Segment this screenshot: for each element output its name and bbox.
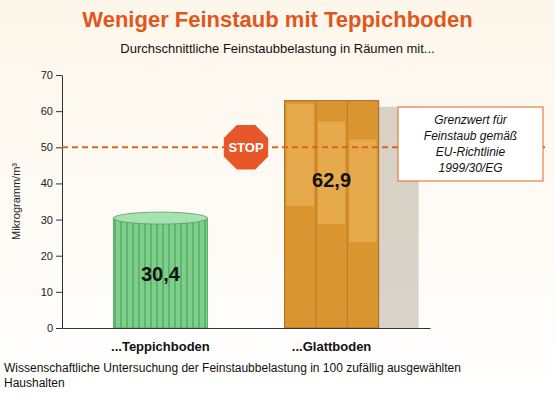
x-tick-label: ...Teppichboden bbox=[111, 339, 210, 354]
y-axis-line bbox=[62, 76, 63, 329]
y-tick-mark bbox=[56, 328, 62, 329]
y-tick: 0 bbox=[47, 322, 62, 334]
y-tick-mark bbox=[56, 183, 62, 184]
y-tick-label: 40 bbox=[41, 177, 53, 189]
y-tick-label: 20 bbox=[41, 250, 53, 262]
data-label: 30,4 bbox=[141, 263, 181, 285]
y-tick: 40 bbox=[41, 177, 62, 189]
bar bbox=[113, 218, 207, 328]
wood-seam bbox=[284, 101, 285, 328]
x-tick: ...Teppichboden bbox=[111, 328, 210, 354]
bar bbox=[285, 101, 379, 328]
y-tick: 10 bbox=[41, 286, 62, 298]
y-tick-label: 50 bbox=[41, 141, 53, 153]
footnote: Haushalten bbox=[4, 376, 65, 390]
y-tick: 60 bbox=[41, 105, 62, 117]
x-axis: ...Teppichboden ...Glattboden bbox=[63, 328, 431, 354]
y-tick: 20 bbox=[41, 250, 62, 262]
threshold-box bbox=[398, 107, 543, 181]
y-tick-mark bbox=[56, 220, 62, 221]
y-tick: 50 bbox=[41, 141, 62, 153]
title: Weniger Feinstaub mit Teppichboden bbox=[82, 7, 472, 32]
y-tick-mark bbox=[56, 256, 62, 257]
y-tick-label: 70 bbox=[41, 69, 53, 81]
background bbox=[0, 0, 555, 399]
y-axis-title: Mikrogramm/m³ bbox=[10, 163, 22, 240]
y-tick: 30 bbox=[41, 214, 62, 226]
y-tick-label: 30 bbox=[41, 214, 53, 226]
bar-group bbox=[113, 212, 207, 328]
wood-seam bbox=[315, 101, 316, 328]
x-axis-line bbox=[63, 328, 431, 329]
chart: Weniger Feinstaub mit Teppichboden Durchs… bbox=[0, 0, 555, 399]
data-label: 62,9 bbox=[312, 169, 351, 191]
bars bbox=[113, 101, 418, 328]
y-tick-mark bbox=[56, 75, 62, 76]
y-tick-label: 0 bbox=[47, 322, 53, 334]
threshold-label: Grenzwert für bbox=[434, 113, 508, 127]
wood-panel bbox=[287, 104, 314, 206]
threshold-label: Feinstaub gemäß bbox=[424, 129, 517, 143]
x-tick: ...Glattboden bbox=[292, 328, 372, 354]
y-tick-mark bbox=[56, 292, 62, 293]
stop-sign bbox=[224, 125, 268, 169]
wood-seam bbox=[347, 101, 348, 328]
y-axis: 0 10 20 30 40 50 60 70 bbox=[41, 69, 63, 334]
y-tick-mark bbox=[56, 147, 62, 148]
subtitle: Durchschnittliche Feinstaubbelastung in … bbox=[120, 41, 434, 56]
wood-panel bbox=[349, 140, 376, 242]
y-tick-mark bbox=[56, 111, 62, 112]
bar-top bbox=[113, 212, 207, 224]
x-tick-label: ...Glattboden bbox=[292, 339, 372, 354]
stop-sign-text: STOP bbox=[228, 140, 263, 155]
y-tick: 70 bbox=[41, 69, 62, 81]
y-tick-label: 10 bbox=[41, 286, 53, 298]
footnote: Wissenschaftliche Untersuchung der Feins… bbox=[4, 361, 461, 375]
threshold-label: EU-Richtlinie bbox=[436, 145, 506, 159]
y-tick-label: 60 bbox=[41, 105, 53, 117]
threshold-label: 1999/30/EG bbox=[438, 161, 502, 175]
